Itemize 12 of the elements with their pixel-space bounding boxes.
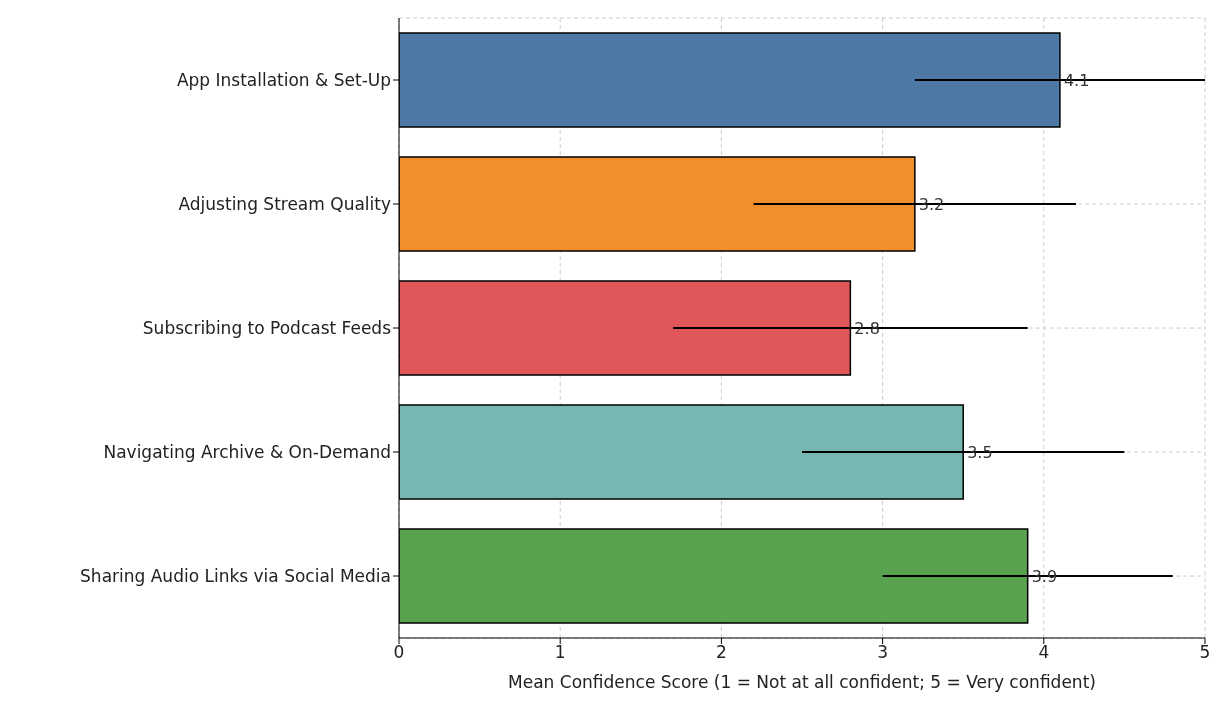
y-tick-label: Navigating Archive & On-Demand bbox=[103, 442, 391, 463]
y-tick-label: App Installation & Set-Up bbox=[176, 70, 391, 91]
y-tick-label: Sharing Audio Links via Social Media bbox=[80, 566, 391, 587]
x-tick-label: 3 bbox=[877, 642, 889, 663]
x-tick-label: 4 bbox=[1038, 642, 1050, 663]
x-tick-label: 2 bbox=[715, 642, 727, 663]
x-axis-title: Mean Confidence Score (1 = Not at all confident; 5 = Very confident) bbox=[508, 672, 1096, 692]
y-tick-label: Adjusting Stream Quality bbox=[178, 194, 391, 215]
x-tick-label: 5 bbox=[1199, 642, 1211, 663]
x-tick-label: 0 bbox=[393, 642, 405, 663]
y-tick-label: Subscribing to Podcast Feeds bbox=[142, 318, 392, 339]
x-tick-label: 1 bbox=[554, 642, 566, 663]
